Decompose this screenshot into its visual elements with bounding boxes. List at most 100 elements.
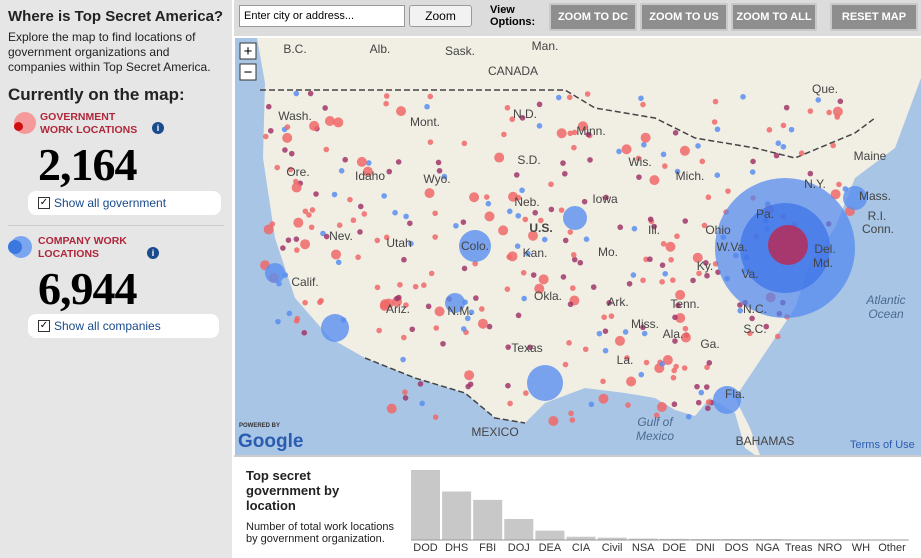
location-dot <box>763 323 770 330</box>
zoom-in[interactable] <box>239 42 257 60</box>
intro: Explore the map to find locations of gov… <box>8 30 211 74</box>
terms[interactable]: Terms of Use <box>850 439 915 451</box>
info-icon[interactable]: i <box>152 122 164 134</box>
zoom-all[interactable]: ZOOM TO ALL <box>731 3 817 31</box>
location-dot <box>596 330 603 337</box>
location-dot <box>647 216 654 223</box>
cluster <box>445 293 465 313</box>
x-tick-label: NSA <box>632 542 655 554</box>
location-dot <box>403 213 409 220</box>
x-tick-label: DHS <box>445 542 468 554</box>
gov-toggle[interactable]: ✓ Show all government <box>28 191 221 215</box>
location-dot <box>662 270 669 277</box>
location-dot <box>662 355 673 366</box>
x-tick-label: CIA <box>572 542 591 554</box>
location-dot <box>712 98 719 105</box>
location-dot <box>395 159 402 165</box>
location-dot <box>356 156 367 167</box>
location-dot <box>530 272 537 278</box>
location-dot <box>383 93 390 99</box>
border <box>364 357 526 424</box>
location-dot <box>432 210 438 217</box>
map-label: R.I. <box>868 209 887 223</box>
location-dot <box>485 200 492 207</box>
location-dot <box>737 307 743 314</box>
location-dot <box>659 279 665 285</box>
cluster <box>563 206 587 230</box>
location-dot <box>408 240 414 247</box>
location-dot <box>282 132 293 143</box>
gov-toggle-label: Show all government <box>54 196 167 210</box>
info-icon[interactable]: i <box>147 247 159 259</box>
location-dot <box>280 245 286 251</box>
map-label: Texas <box>511 341 542 355</box>
location-dot <box>674 168 681 175</box>
location-dot <box>653 412 660 418</box>
location-dot <box>282 147 288 153</box>
location-dot <box>705 405 711 412</box>
x-tick-label: NRO <box>818 542 843 554</box>
zoom-dc[interactable]: ZOOM TO DC <box>549 3 637 31</box>
location-dot <box>603 194 609 201</box>
zoom-out[interactable] <box>239 63 257 81</box>
location-dot <box>695 399 702 406</box>
map-label: Fla. <box>725 387 745 401</box>
search-input[interactable]: Enter city or address... <box>239 5 405 27</box>
location-dot <box>714 172 721 179</box>
map-label: Calif. <box>291 275 318 289</box>
location-dot <box>548 181 554 188</box>
location-dot <box>401 256 407 263</box>
reset-map[interactable]: RESET MAP <box>830 3 918 31</box>
divider <box>8 225 224 226</box>
location-dot <box>750 158 756 165</box>
location-dot <box>355 254 361 261</box>
cluster <box>527 365 563 401</box>
location-dot <box>508 191 519 202</box>
location-dot <box>780 122 787 129</box>
map-label: Ala. <box>663 327 684 341</box>
location-dot <box>631 225 638 232</box>
chart-title: Top secret government by location <box>246 468 340 513</box>
location-dot <box>651 223 657 230</box>
location-dot <box>705 194 712 201</box>
location-dot <box>711 119 718 125</box>
zoom-in-label: + <box>244 43 253 60</box>
location-dot <box>703 260 709 266</box>
map-label: Ohio <box>705 223 731 237</box>
location-dot <box>577 259 584 266</box>
location-dot <box>681 365 688 371</box>
map-label: Ore. <box>286 165 309 179</box>
map-label: Miss. <box>631 317 659 331</box>
location-dot <box>598 393 609 404</box>
zoom-us[interactable]: ZOOM TO US <box>640 3 728 31</box>
location-dot <box>301 329 308 336</box>
location-dot <box>513 172 520 178</box>
location-dot <box>568 410 574 417</box>
map-label: Sask. <box>445 44 475 58</box>
company-toggle[interactable]: ✓ Show all companies <box>28 314 219 338</box>
location-dot <box>302 208 309 215</box>
map-label: N.Y. <box>804 177 826 191</box>
location-dot <box>640 132 651 143</box>
location-dot <box>436 167 443 174</box>
x-tick-label: Treas <box>785 542 813 554</box>
location-dot <box>583 236 590 242</box>
location-dot <box>306 212 312 218</box>
x-tick-label: DOJ <box>508 542 530 554</box>
location-dot <box>427 139 434 145</box>
cluster <box>713 386 741 414</box>
bar <box>442 491 472 540</box>
zoom-button[interactable]: Zoom <box>409 5 472 27</box>
location-dot <box>501 131 507 138</box>
location-dot <box>440 340 446 347</box>
x-tick-label: Other <box>878 542 906 554</box>
map-label: Ky. <box>697 259 713 273</box>
location-dot <box>582 346 589 353</box>
border <box>260 89 876 159</box>
x-tick-label: NGA <box>756 542 781 554</box>
location-dot <box>376 327 382 334</box>
map-label: CANADA <box>488 64 538 78</box>
location-dot <box>294 247 300 253</box>
location-dot <box>699 158 706 165</box>
location-dot <box>362 166 373 177</box>
